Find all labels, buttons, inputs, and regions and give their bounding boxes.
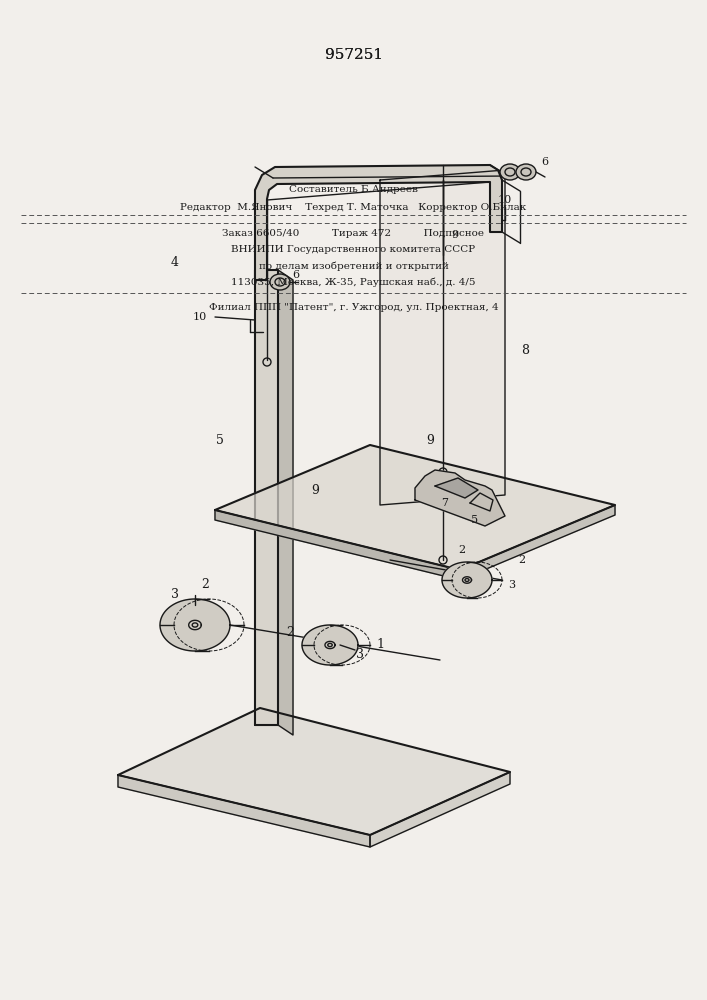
Text: 5: 5: [472, 515, 479, 525]
Text: ВНИИПИ Государственного комитета СССР: ВНИИПИ Государственного комитета СССР: [231, 245, 476, 254]
Text: Составитель Б.Андреев: Составитель Б.Андреев: [289, 186, 418, 194]
Text: Редактор  М.Янович    Техред Т. Маточка   Корректор О.Билак: Редактор М.Янович Техред Т. Маточка Корр…: [180, 202, 527, 212]
Polygon shape: [118, 708, 510, 835]
Ellipse shape: [500, 164, 520, 180]
Polygon shape: [442, 562, 492, 598]
Text: 4: 4: [171, 256, 179, 269]
Text: 7: 7: [441, 498, 448, 508]
Polygon shape: [255, 165, 502, 280]
Polygon shape: [380, 170, 505, 505]
Text: 2: 2: [458, 545, 466, 555]
Ellipse shape: [516, 164, 536, 180]
Text: 8: 8: [521, 344, 529, 357]
Text: 9: 9: [426, 434, 434, 446]
Text: по делам изобретений и открытий: по делам изобретений и открытий: [259, 261, 448, 271]
Text: 3: 3: [171, 588, 179, 601]
Text: 2: 2: [518, 555, 525, 565]
Text: 2: 2: [286, 626, 294, 640]
Text: Филиал ППП "Патент", г. Ужгород, ул. Проектная, 4: Филиал ППП "Патент", г. Ужгород, ул. Про…: [209, 302, 498, 312]
Text: 113035, Москва, Ж-35, Раушская наб., д. 4/5: 113035, Москва, Ж-35, Раушская наб., д. …: [231, 277, 476, 287]
Text: 10: 10: [498, 195, 512, 205]
Polygon shape: [160, 599, 230, 651]
Text: 6: 6: [542, 157, 549, 167]
Polygon shape: [302, 625, 358, 665]
Text: 957251: 957251: [325, 48, 383, 62]
Ellipse shape: [270, 274, 290, 290]
Text: 3: 3: [508, 580, 515, 590]
Text: 9: 9: [311, 484, 319, 496]
Polygon shape: [435, 478, 478, 498]
Text: 6: 6: [293, 270, 300, 280]
Text: 9: 9: [452, 230, 459, 240]
Polygon shape: [215, 510, 460, 580]
Polygon shape: [255, 270, 278, 725]
Text: 3: 3: [356, 648, 364, 662]
Text: 10: 10: [193, 312, 207, 322]
Polygon shape: [118, 775, 370, 847]
Polygon shape: [215, 445, 615, 570]
Polygon shape: [370, 772, 510, 847]
Polygon shape: [278, 270, 293, 735]
Polygon shape: [460, 505, 615, 580]
Text: 5: 5: [216, 434, 224, 446]
Text: 2: 2: [201, 578, 209, 591]
Text: 1: 1: [376, 639, 384, 652]
Text: Заказ 6605/40          Тираж 472          Подписное: Заказ 6605/40 Тираж 472 Подписное: [223, 230, 484, 238]
Text: 957251: 957251: [325, 48, 383, 62]
Polygon shape: [415, 470, 505, 526]
